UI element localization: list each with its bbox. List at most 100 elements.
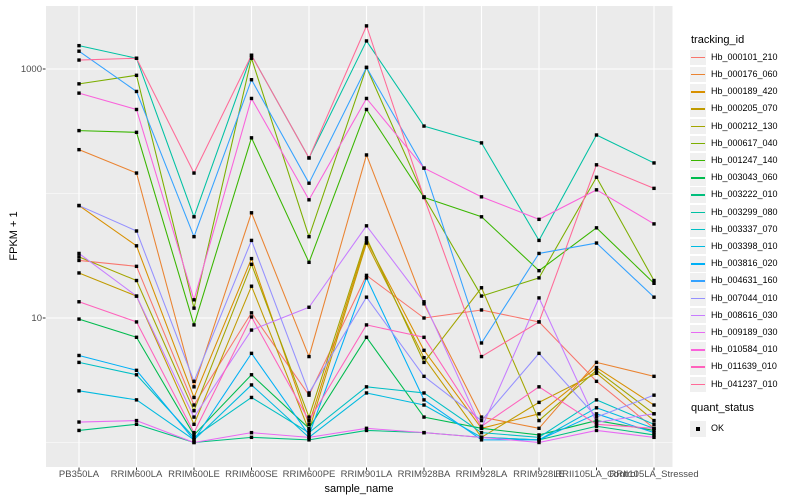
point-Hb_011639_010-PB350LA [77, 300, 81, 304]
point-Hb_011639_010-RRIM928LE [537, 385, 541, 389]
point-Hb_041237_010-RRIM928LA [479, 354, 484, 359]
legend-label-Hb_000189_420: Hb_000189_420 [711, 86, 778, 97]
point-Hb_003337_070-RRIM928LA [479, 430, 484, 435]
point-Hb_000101_210-RRIM901LA [364, 273, 369, 278]
legend-key-Hb_009189_030 [690, 324, 706, 341]
x-tick-label-PB350LA: PB350LA [58, 469, 100, 480]
point-Hb_003816_020-RRII105LA_Control [594, 412, 599, 416]
point-Hb_041237_010-RRIM600LA [134, 56, 139, 60]
point-Hb_000101_210-PB350LA [77, 258, 81, 263]
legend-label-Hb_011639_010: Hb_011639_010 [711, 361, 777, 372]
point-Hb_003299_080-RRIM901LA [364, 39, 369, 43]
x-tick-label-RRIM600LA: RRIM600LA [110, 469, 163, 480]
legend-key-Hb_000101_210 [690, 49, 706, 66]
point-Hb_009189_030-RRIM928BA [422, 430, 426, 435]
point-Hb_000101_210-RRII105LA_Control [594, 379, 599, 384]
point-Hb_003299_080-RRIM928LA [479, 141, 484, 145]
point-Hb_000212_130-RRIM600LE [192, 409, 196, 413]
point-Hb_041237_010-RRII105LA_Control [594, 163, 599, 167]
point-Hb_001247_140-RRIM600PE [307, 260, 311, 265]
point-Hb_000189_420-RRII105LA_Control [594, 365, 599, 370]
point-Hb_007044_010-RRIM600LE [192, 379, 196, 384]
point-Hb_011639_010-RRIM600LA [134, 320, 139, 324]
point-Hb_001247_140-RRIM600LA [134, 130, 139, 135]
point-Hb_001247_140-RRIM600LE [192, 323, 196, 327]
point-Hb_004631_160-RRIM600LE [192, 234, 196, 239]
point-Hb_003222_010-RRIM600PE [307, 438, 311, 442]
point-Hb_041237_010-PB350LA [77, 58, 81, 62]
point-Hb_000205_070-RRIM901LA [364, 241, 369, 245]
legend-key-Hb_011639_010 [690, 359, 706, 375]
point-Hb_007044_010-RRIM928BA [422, 374, 426, 379]
legend-key-Hb_000212_130 [690, 118, 706, 135]
point-Hb_000212_130-RRIM600PE [307, 415, 311, 419]
point-Hb_008616_030-RRIM600LA [134, 294, 139, 298]
point-Hb_003222_010-RRIM901LA [364, 428, 369, 433]
point-Hb_004631_160-RRII105LA_Control [594, 241, 599, 245]
point-Hb_003043_060-RRII105LA_Stressed [652, 428, 656, 433]
point-Hb_000176_060-RRIM928LE [537, 426, 541, 431]
y-tick-label-10: 10 [31, 312, 42, 324]
point-Hb_004631_160-RRIM600PE [307, 181, 311, 185]
point-Hb_009189_030-RRIM600PE [307, 435, 311, 440]
point-Hb_003816_020-RRIM600SE [249, 351, 254, 356]
point-Hb_000176_060-RRIM600LE [192, 385, 196, 389]
point-Hb_000101_210-RRIM600PE [307, 393, 311, 397]
legend-label-Hb_003043_060: Hb_003043_060 [711, 172, 778, 183]
point-Hb_000212_130-RRIM600LA [134, 278, 139, 283]
legend-color-line-icon [690, 366, 705, 368]
legend-label-Hb_000617_040: Hb_000617_040 [711, 137, 778, 148]
point-Hb_003398_010-RRII105LA_Control [594, 406, 599, 410]
point-Hb_003043_060-RRIM600PE [307, 426, 311, 431]
point-Hb_003299_080-RRII105LA_Stressed [652, 161, 656, 165]
legend-color-line-icon [690, 211, 705, 213]
point-Hb_003043_060-RRIM928BA [422, 415, 426, 419]
point-Hb_003816_020-RRIM901LA [364, 276, 369, 280]
point-Hb_010584_010-RRIM901LA [364, 96, 369, 101]
legend-label-Hb_008616_030: Hb_008616_030 [711, 309, 778, 320]
legend-title-tracking-id: tracking_id [691, 34, 745, 46]
point-Hb_000205_070-PB350LA [77, 271, 81, 275]
point-Hb_010584_010-RRIM928BA [422, 166, 426, 170]
legend-color-line-icon [690, 263, 705, 265]
legend-color-line-icon [690, 383, 705, 385]
point-Hb_010584_010-RRII105LA_Stressed [652, 222, 656, 226]
legend-color-line-icon [690, 349, 705, 351]
point-Hb_003337_070-RRIM600LE [192, 435, 196, 440]
point-Hb_001247_140-RRIM901LA [364, 107, 369, 112]
legend-label-Hb_003816_020: Hb_003816_020 [711, 258, 778, 269]
legend-title-quant-status: quant_status [691, 402, 754, 414]
legend-label-Hb_003337_070: Hb_003337_070 [711, 223, 778, 234]
legend-key-Hb_003816_020 [690, 256, 706, 272]
legend-key-Hb_000617_040 [690, 135, 706, 152]
point-Hb_004631_160-PB350LA [77, 49, 81, 53]
point-Hb_007044_010-RRII105LA_Stressed [652, 393, 656, 397]
point-Hb_000101_210-RRIM600SE [249, 311, 254, 315]
legend-label-Hb_010584_010: Hb_010584_010 [711, 344, 778, 355]
point-Hb_000205_070-RRII105LA_Stressed [652, 418, 656, 423]
legend-label-Hb_041237_010: Hb_041237_010 [711, 378, 778, 389]
legend-key-Hb_007044_010 [690, 290, 706, 307]
point-Hb_000617_040-PB350LA [77, 82, 81, 86]
point-Hb_003299_080-RRIM928LE [537, 238, 541, 243]
point-Hb_003816_020-RRIM600LA [134, 368, 139, 373]
point-Hb_007044_010-RRIM901LA [364, 295, 369, 299]
point-Hb_008616_030-RRIM928BA [422, 300, 426, 304]
point-Hb_008616_030-PB350LA [77, 251, 81, 256]
point-Hb_010584_010-RRIM600SE [249, 96, 254, 101]
point-Hb_003337_070-RRIM901LA [364, 385, 369, 389]
point-Hb_003222_010-RRII105LA_Control [594, 424, 599, 428]
point-Hb_000205_070-RRIM600PE [307, 428, 311, 433]
x-tick-label-RRIM928LE: RRIM928LE [513, 469, 565, 480]
legend-color-line-icon [690, 331, 705, 334]
legend-key-Hb_003337_070 [690, 221, 706, 238]
point-Hb_008616_030-RRIM928LA [479, 426, 484, 431]
point-Hb_003398_010-RRIM901LA [364, 391, 369, 395]
point-Hb_009189_030-RRIM600LA [134, 418, 139, 423]
point-Hb_003222_010-RRII105LA_Stressed [652, 433, 656, 437]
point-Hb_003398_010-RRIM600SE [249, 383, 254, 387]
point-Hb_010584_010-PB350LA [77, 91, 81, 95]
point-Hb_007044_010-PB350LA [77, 203, 81, 208]
point-Hb_008616_030-RRIM600PE [307, 305, 311, 309]
point-Hb_000205_070-RRIM928BA [422, 355, 426, 360]
